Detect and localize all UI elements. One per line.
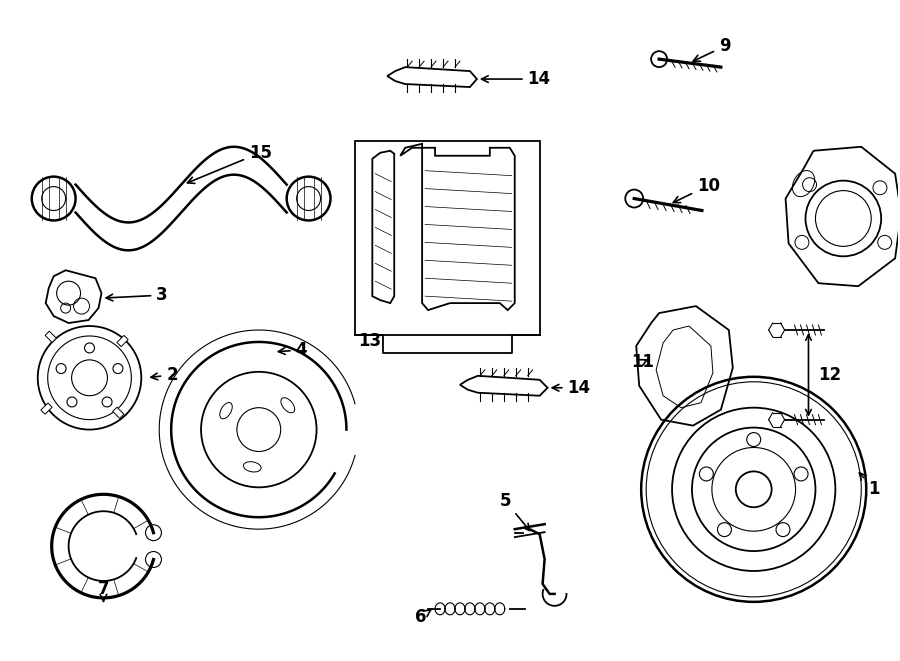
- Text: 14: 14: [482, 70, 551, 88]
- Text: 5: 5: [500, 492, 530, 531]
- Circle shape: [102, 397, 112, 407]
- Text: 15: 15: [187, 143, 272, 183]
- Text: 6: 6: [415, 608, 432, 626]
- Text: 9: 9: [693, 37, 731, 61]
- Bar: [112, 407, 124, 418]
- Text: 7: 7: [97, 580, 109, 602]
- Circle shape: [146, 551, 161, 567]
- Circle shape: [146, 525, 161, 541]
- Circle shape: [67, 397, 76, 407]
- Text: 3: 3: [106, 286, 168, 304]
- Text: 12: 12: [818, 366, 842, 384]
- Bar: [356, 141, 540, 335]
- Circle shape: [85, 343, 94, 353]
- Bar: [45, 331, 57, 342]
- Text: 4: 4: [278, 341, 307, 359]
- Text: 13: 13: [358, 332, 382, 350]
- Text: 14: 14: [553, 379, 590, 397]
- Bar: [40, 403, 52, 414]
- Text: 1: 1: [860, 473, 879, 498]
- Text: 2: 2: [151, 366, 178, 384]
- Text: 8: 8: [0, 660, 1, 661]
- Bar: [117, 335, 128, 346]
- Circle shape: [56, 364, 66, 373]
- Text: 11: 11: [631, 353, 654, 371]
- Circle shape: [113, 364, 123, 373]
- Text: 10: 10: [673, 176, 720, 203]
